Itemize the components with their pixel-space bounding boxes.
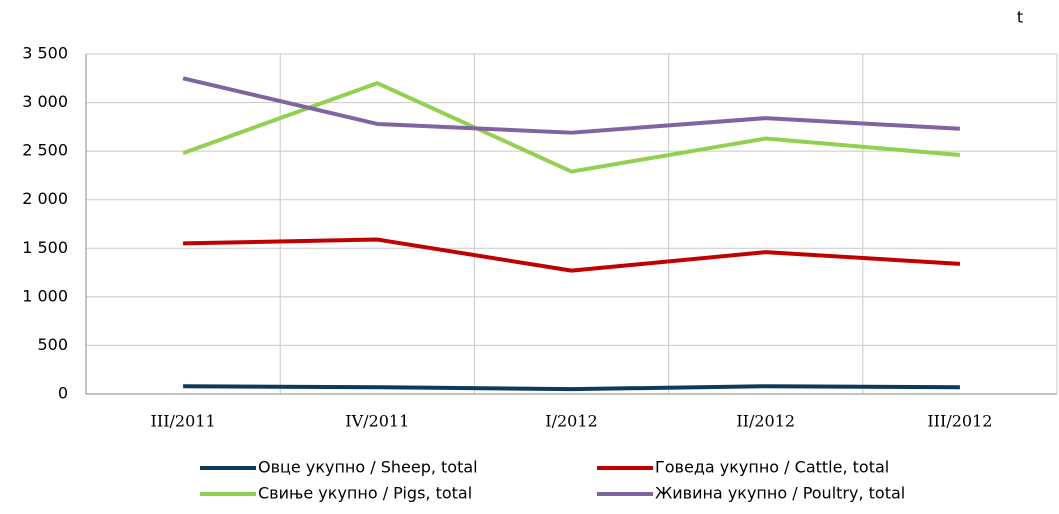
y-tick-label: 1 500 (22, 238, 68, 257)
unit-label: t (1017, 8, 1023, 27)
y-tick-label: 0 (58, 384, 68, 403)
legend-label: Живина укупно / Poultry, total (655, 484, 905, 503)
legend-label: Свиње укупно / Pigs, total (258, 484, 472, 503)
series-line (182, 81, 961, 174)
x-tick-label: II/2012 (736, 412, 795, 431)
y-tick-label: 500 (37, 335, 68, 354)
x-tick-label: I/2012 (545, 412, 597, 431)
series-line (183, 237, 961, 273)
y-tick-label: 2 500 (22, 141, 68, 160)
series-line (183, 384, 960, 392)
y-tick-label: 3 000 (22, 92, 68, 111)
y-tick-label: 3 500 (22, 44, 68, 63)
legend-label: Овце укупно / Sheep, total (258, 458, 478, 477)
y-tick-label: 1 000 (22, 286, 68, 305)
y-tick-label: 2 000 (22, 189, 68, 208)
x-tick-label: III/2011 (151, 412, 216, 431)
series-line (182, 76, 961, 135)
legend-label: Говеда укупно / Cattle, total (655, 458, 889, 477)
x-tick-label: IV/2011 (345, 412, 409, 431)
x-tick-label: III/2012 (927, 412, 992, 431)
